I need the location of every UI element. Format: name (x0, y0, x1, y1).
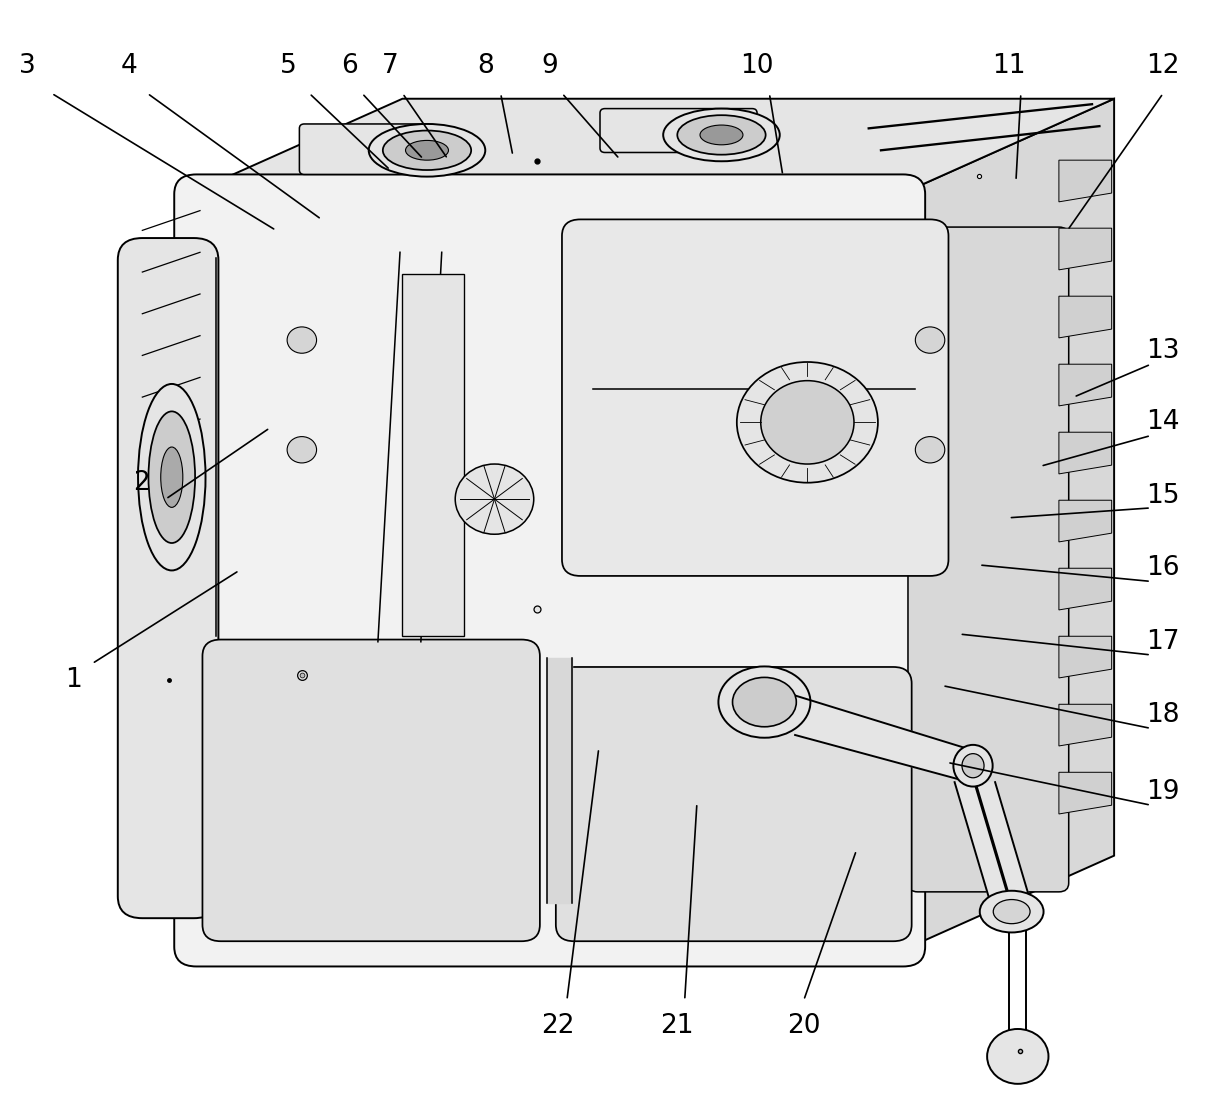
Ellipse shape (161, 448, 183, 507)
FancyBboxPatch shape (299, 124, 432, 174)
Polygon shape (1059, 432, 1112, 474)
Ellipse shape (953, 745, 993, 787)
FancyBboxPatch shape (556, 667, 912, 941)
Polygon shape (145, 252, 194, 889)
Polygon shape (795, 695, 969, 782)
Text: 14: 14 (1146, 409, 1180, 436)
Text: 15: 15 (1146, 483, 1180, 509)
Text: 1: 1 (65, 667, 82, 693)
FancyBboxPatch shape (174, 174, 925, 966)
Ellipse shape (962, 754, 984, 778)
Text: 19: 19 (1146, 779, 1180, 805)
Circle shape (915, 437, 945, 463)
Text: 18: 18 (1146, 702, 1180, 728)
Polygon shape (1059, 160, 1112, 202)
Text: 4: 4 (120, 53, 137, 79)
Circle shape (287, 327, 317, 353)
Ellipse shape (405, 140, 449, 160)
Ellipse shape (699, 125, 742, 145)
Ellipse shape (994, 900, 1031, 924)
Polygon shape (1059, 704, 1112, 746)
FancyBboxPatch shape (562, 219, 948, 576)
Text: 6: 6 (341, 53, 358, 79)
Text: 11: 11 (991, 53, 1026, 79)
Polygon shape (402, 274, 464, 636)
FancyBboxPatch shape (600, 109, 757, 152)
Text: 7: 7 (382, 53, 399, 79)
Circle shape (915, 327, 945, 353)
Text: 21: 21 (660, 1013, 694, 1039)
Polygon shape (1059, 636, 1112, 678)
Polygon shape (1059, 296, 1112, 338)
Ellipse shape (733, 678, 796, 727)
FancyBboxPatch shape (202, 640, 540, 941)
Ellipse shape (148, 411, 195, 543)
Polygon shape (1059, 364, 1112, 406)
Polygon shape (906, 99, 1114, 949)
Polygon shape (194, 192, 906, 949)
Ellipse shape (677, 115, 766, 155)
Text: 20: 20 (787, 1013, 821, 1039)
Ellipse shape (663, 109, 780, 161)
Polygon shape (547, 658, 572, 903)
Polygon shape (975, 782, 1032, 906)
Ellipse shape (736, 362, 877, 483)
FancyBboxPatch shape (118, 238, 218, 918)
Circle shape (987, 1029, 1048, 1084)
Circle shape (761, 381, 854, 464)
Text: 2: 2 (133, 470, 150, 496)
Polygon shape (194, 99, 1114, 192)
Text: 12: 12 (1146, 53, 1180, 79)
Ellipse shape (368, 124, 485, 177)
Text: 5: 5 (280, 53, 297, 79)
Polygon shape (1059, 772, 1112, 814)
Text: 8: 8 (477, 53, 494, 79)
FancyBboxPatch shape (908, 227, 1069, 892)
Circle shape (455, 464, 534, 534)
Text: 17: 17 (1146, 629, 1180, 655)
Text: 22: 22 (541, 1013, 575, 1039)
Ellipse shape (139, 384, 206, 570)
Polygon shape (1059, 228, 1112, 270)
Ellipse shape (719, 667, 811, 738)
Text: 9: 9 (541, 53, 558, 79)
Ellipse shape (979, 891, 1043, 932)
Text: 16: 16 (1146, 555, 1180, 581)
Polygon shape (1059, 568, 1112, 610)
Text: 3: 3 (18, 53, 36, 79)
Text: 10: 10 (740, 53, 774, 79)
Ellipse shape (383, 131, 471, 170)
Polygon shape (955, 782, 1011, 906)
Text: 13: 13 (1146, 338, 1180, 364)
Polygon shape (1059, 500, 1112, 542)
Circle shape (287, 437, 317, 463)
